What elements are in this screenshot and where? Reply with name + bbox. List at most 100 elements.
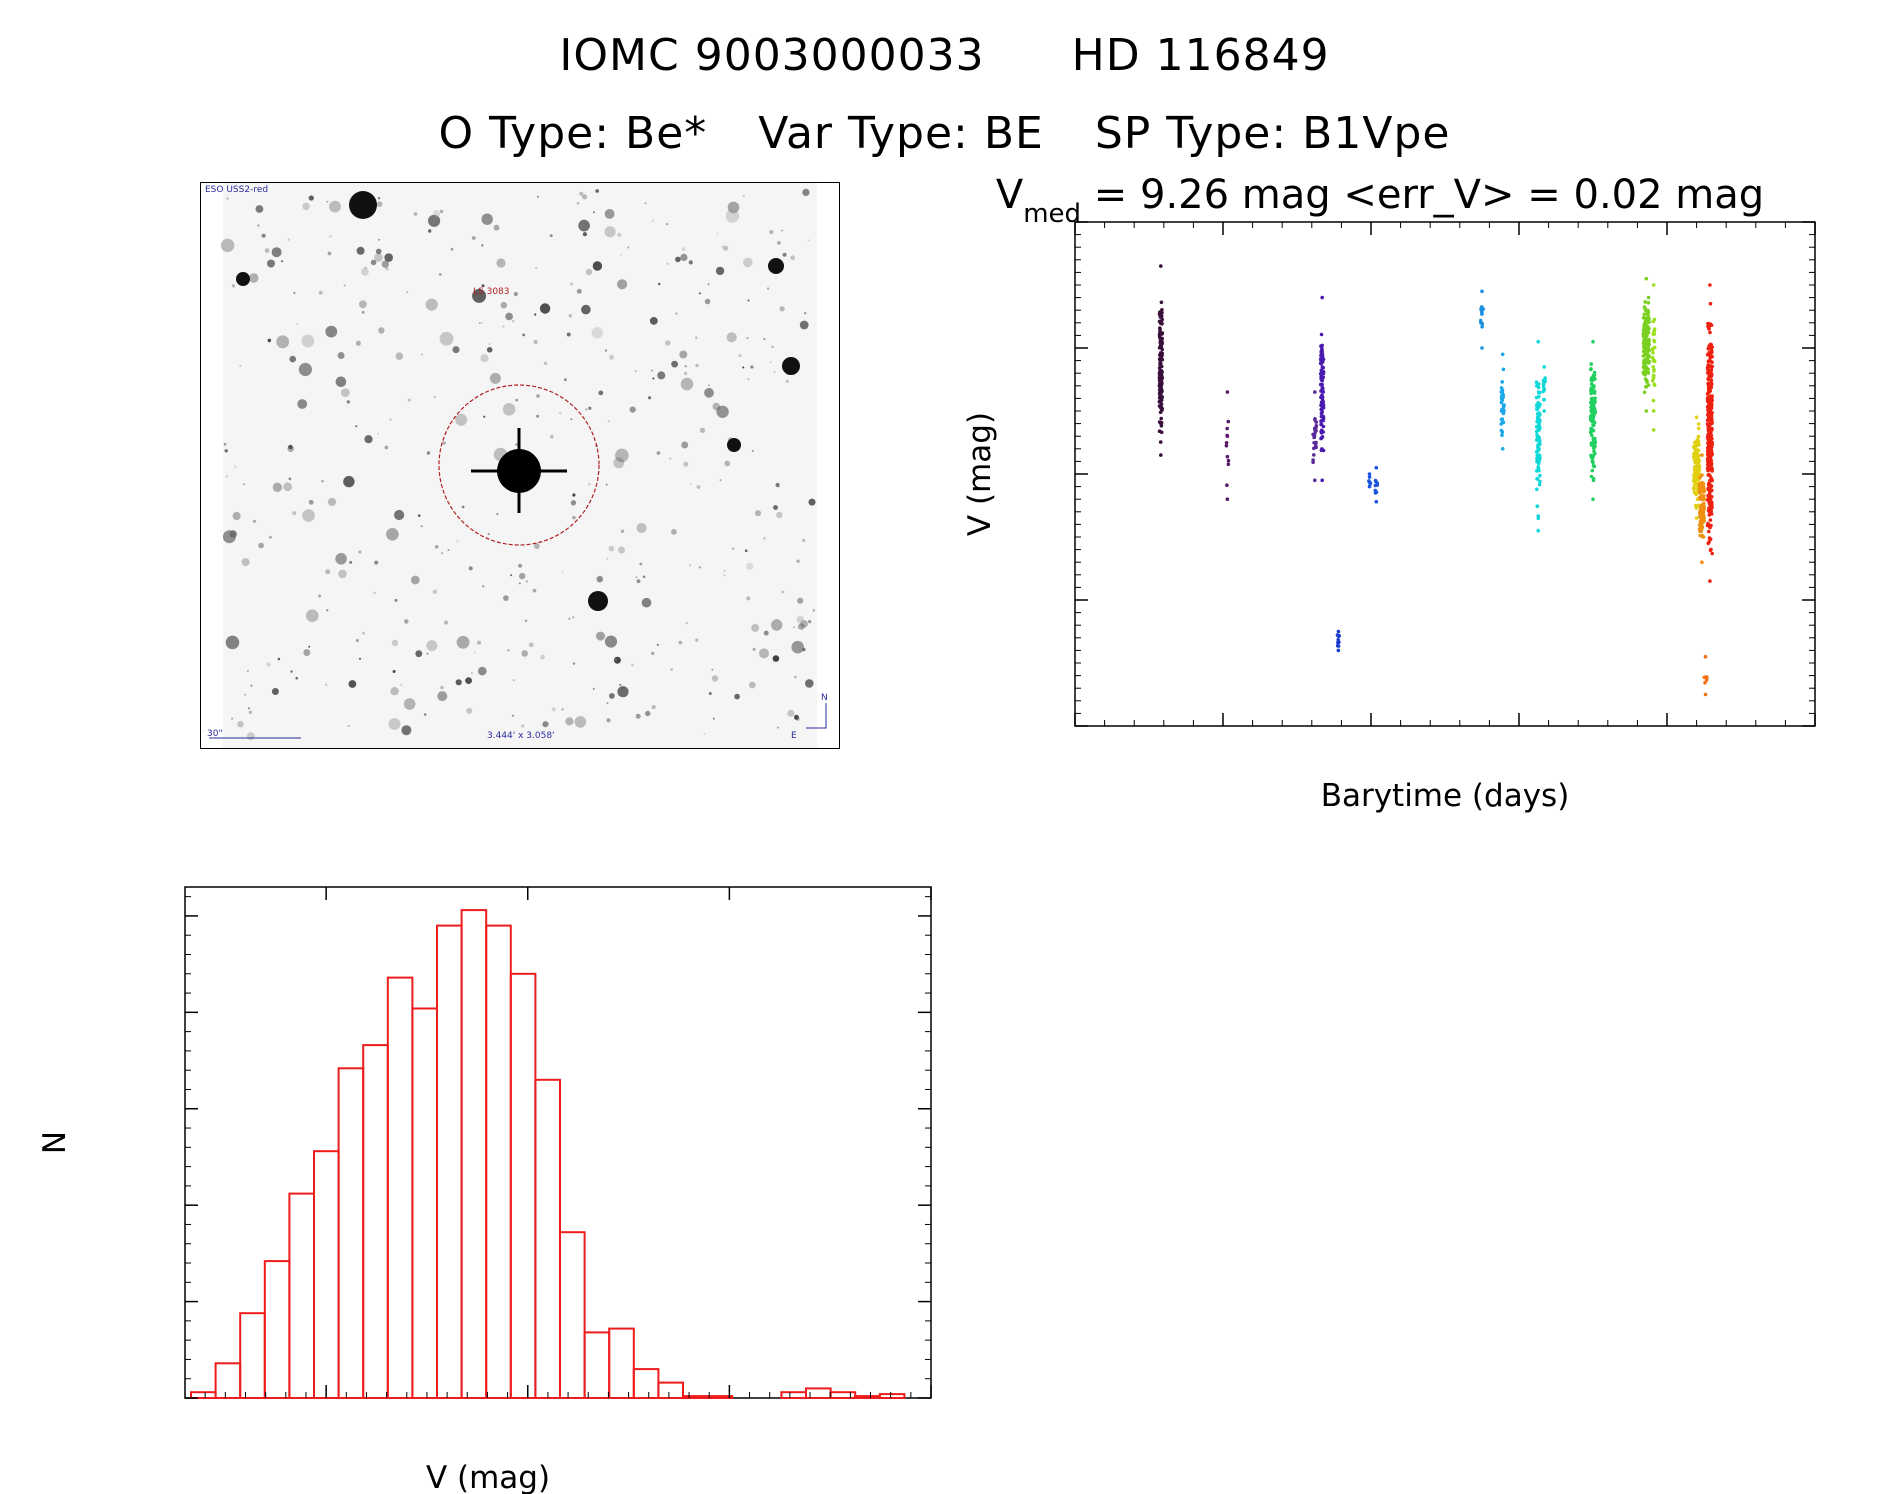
- data-point: [1320, 382, 1324, 387]
- star-mark: [486, 347, 493, 353]
- star-mark: [723, 245, 729, 251]
- star-mark: [439, 209, 444, 214]
- star-mark: [751, 450, 754, 452]
- histogram-bar: [214, 1362, 242, 1399]
- star-mark: [306, 609, 319, 622]
- data-point: [1707, 540, 1711, 544]
- star-mark: [246, 670, 249, 672]
- data-point: [1537, 421, 1541, 425]
- data-point: [1480, 346, 1484, 350]
- star-mark: [426, 451, 431, 455]
- data-point: [1696, 426, 1701, 431]
- star-mark: [347, 725, 350, 727]
- star-mark: [496, 513, 499, 516]
- star-mark: [435, 545, 439, 549]
- data-point: [1337, 640, 1341, 645]
- data-point: [1536, 466, 1541, 470]
- data-point: [1642, 349, 1646, 354]
- star-mark: [252, 519, 257, 523]
- data-point: [1592, 420, 1596, 424]
- plot-frame: [1074, 221, 1816, 727]
- data-point: [1313, 478, 1317, 483]
- star-mark: [442, 441, 446, 445]
- star-mark: [790, 255, 795, 260]
- data-point: [1538, 413, 1542, 417]
- survey-label: ESO USS2-red: [205, 185, 269, 195]
- data-point: [1535, 487, 1539, 492]
- star-mark: [404, 619, 409, 624]
- data-point: [1537, 447, 1541, 451]
- hd-id: HD 116849: [1071, 30, 1330, 81]
- data-point: [1707, 370, 1712, 375]
- data-point: [1652, 339, 1657, 344]
- data-point: [1591, 377, 1596, 381]
- star-mark: [712, 717, 715, 720]
- star-mark: [683, 461, 689, 467]
- star-mark: [423, 713, 427, 716]
- data-point: [1650, 378, 1655, 383]
- star-mark: [452, 346, 460, 354]
- histogram-bar: [362, 1044, 389, 1399]
- data-point: [1592, 446, 1596, 451]
- star-mark: [592, 261, 603, 271]
- star-mark: [521, 724, 525, 728]
- star-mark: [570, 418, 573, 421]
- star-mark: [515, 398, 518, 402]
- data-point: [1499, 400, 1504, 405]
- star-mark: [582, 194, 588, 200]
- histogram-bar: [485, 924, 512, 1399]
- star-mark: [511, 714, 514, 717]
- data-point: [1312, 441, 1316, 445]
- star-mark: [777, 241, 781, 245]
- data-point: [1321, 448, 1326, 453]
- star-mark: [685, 622, 688, 625]
- data-point: [1653, 345, 1657, 350]
- star-mark: [378, 238, 381, 241]
- histogram-bar: [509, 972, 537, 1400]
- star-mark: [671, 360, 678, 368]
- star-mark: [568, 314, 572, 318]
- star-mark: [665, 223, 669, 226]
- star-mark: [772, 655, 780, 662]
- star-mark: [223, 442, 227, 446]
- star-mark: [410, 575, 420, 585]
- star-mark: [388, 718, 401, 730]
- data-point: [1710, 495, 1714, 499]
- data-point: [1500, 417, 1505, 421]
- data-point: [1314, 445, 1318, 450]
- star-mark: [618, 546, 625, 554]
- data-point: [1157, 334, 1162, 338]
- data-point: [1641, 372, 1646, 376]
- star-mark: [377, 197, 381, 200]
- star-mark: [752, 647, 756, 651]
- star-mark: [481, 284, 485, 288]
- star-mark: [455, 679, 462, 686]
- star-mark: [389, 418, 392, 421]
- histogram-bar: [632, 1368, 660, 1400]
- histogram-chart: V (mag) N: [40, 886, 932, 1494]
- data-point: [1652, 329, 1656, 333]
- data-point: [1589, 382, 1594, 386]
- star-mark: [308, 645, 311, 648]
- data-point: [1694, 471, 1699, 476]
- star-mark: [359, 657, 361, 660]
- star-mark: [675, 312, 678, 315]
- title-rest: = 9.26 mag <err_V> = 0.02 mag: [1081, 172, 1764, 218]
- star-mark: [658, 282, 661, 286]
- data-point: [1590, 412, 1595, 417]
- star-mark: [326, 609, 329, 612]
- data-point: [1707, 436, 1712, 441]
- histogram-bar: [608, 1327, 635, 1400]
- star-mark: [318, 594, 322, 598]
- star-mark: [519, 572, 526, 580]
- star-mark: [374, 560, 379, 565]
- data-point: [1709, 374, 1713, 379]
- data-point: [1706, 377, 1710, 381]
- star-mark: [261, 233, 266, 238]
- star-mark: [346, 400, 350, 404]
- title-v: V: [996, 172, 1024, 218]
- star-mark: [631, 663, 634, 667]
- data-point: [1225, 497, 1230, 502]
- data-point: [1700, 453, 1704, 457]
- data-point: [1646, 295, 1651, 300]
